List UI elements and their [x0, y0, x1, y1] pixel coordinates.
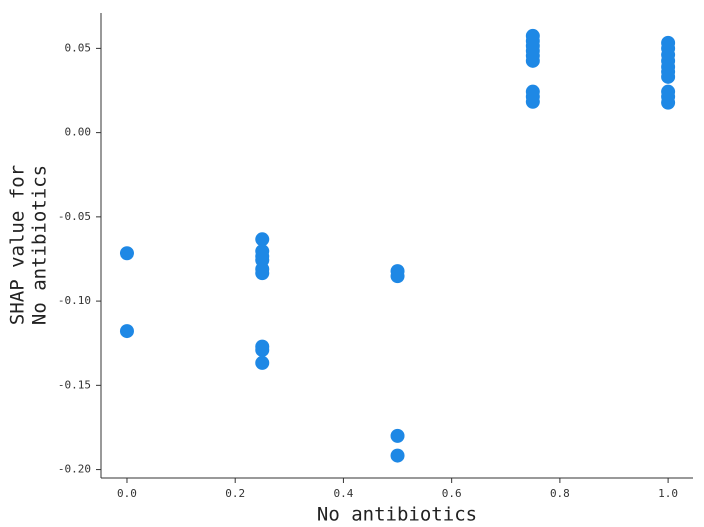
y-axis-title: SHAP value for [7, 165, 29, 325]
x-tick-label: 0.0 [117, 487, 137, 500]
y-tick-label: -0.15 [58, 378, 91, 391]
point [661, 69, 676, 84]
point [255, 355, 270, 370]
x-tick-label: 0.2 [225, 487, 245, 500]
point [525, 94, 540, 109]
point [255, 232, 270, 247]
x-tick-label: 0.4 [333, 487, 353, 500]
point [255, 342, 270, 357]
x-tick-label: 0.6 [442, 487, 462, 500]
point [119, 324, 134, 339]
y-tick-label: 0.05 [65, 41, 92, 54]
y-axis-title: No antibiotics [29, 165, 51, 325]
x-axis-title: No antibiotics [317, 504, 477, 526]
point [390, 428, 405, 443]
y-tick-label: -0.20 [58, 463, 91, 476]
point [390, 448, 405, 463]
y-tick-label: 0.00 [65, 126, 92, 139]
point [255, 266, 270, 281]
point [525, 53, 540, 68]
y-tick-label: -0.10 [58, 294, 91, 307]
y-tick-label: -0.05 [58, 210, 91, 223]
x-tick-label: 1.0 [658, 487, 678, 500]
point [390, 269, 405, 284]
x-tick-label: 0.8 [550, 487, 570, 500]
point [119, 246, 134, 261]
point [661, 95, 676, 110]
